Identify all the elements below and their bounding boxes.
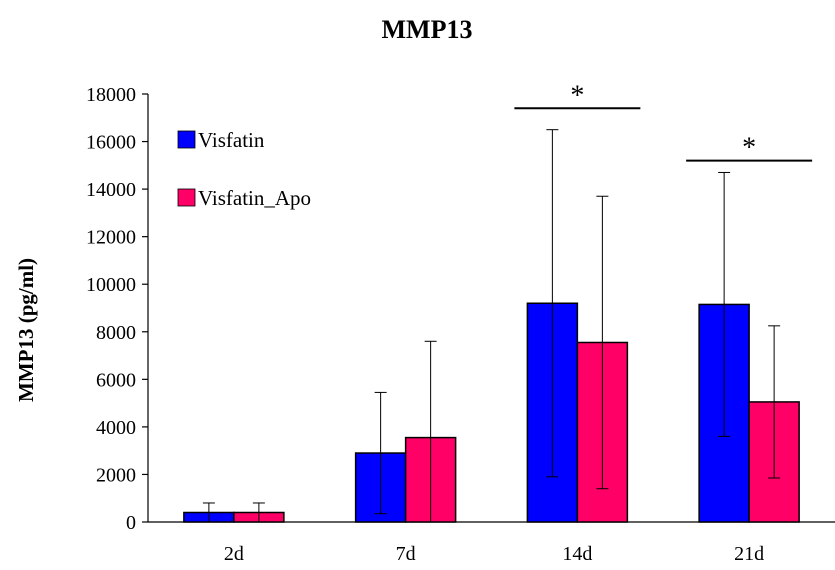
chart-title: MMP13 <box>382 15 473 44</box>
x-tick-label: 14d <box>562 543 592 565</box>
x-tick-label: 2d <box>224 543 244 565</box>
y-tick-label: 6000 <box>96 369 136 391</box>
x-tick-label: 7d <box>396 543 416 565</box>
y-tick-label: 16000 <box>86 132 136 154</box>
y-tick-label: 18000 <box>86 84 136 106</box>
legend-label-visfatin: Visfatin <box>198 128 265 152</box>
plot-area: 0 2000 4000 6000 8000 10000 12000 14000 16000 180… <box>86 80 835 565</box>
y-tick-label: 2000 <box>96 464 136 486</box>
y-tick-label: 12000 <box>86 227 136 249</box>
y-tick-label: 8000 <box>96 322 136 344</box>
significance-marker: * <box>570 80 584 111</box>
legend-swatch-visfatin <box>178 131 195 148</box>
significance-marker: * <box>742 133 756 164</box>
y-tick-label: 0 <box>126 512 136 534</box>
legend-swatch-visfatin-apo <box>178 189 195 206</box>
y-tick-label: 4000 <box>96 417 136 439</box>
y-axis-label: MMP13 (pg/ml) <box>14 258 38 402</box>
x-tick-label: 21d <box>734 543 764 565</box>
legend: Visfatin Visfatin_Apo <box>178 128 311 210</box>
legend-label-visfatin-apo: Visfatin_Apo <box>198 186 311 210</box>
y-tick-label: 14000 <box>86 179 136 201</box>
y-tick-label: 10000 <box>86 274 136 296</box>
